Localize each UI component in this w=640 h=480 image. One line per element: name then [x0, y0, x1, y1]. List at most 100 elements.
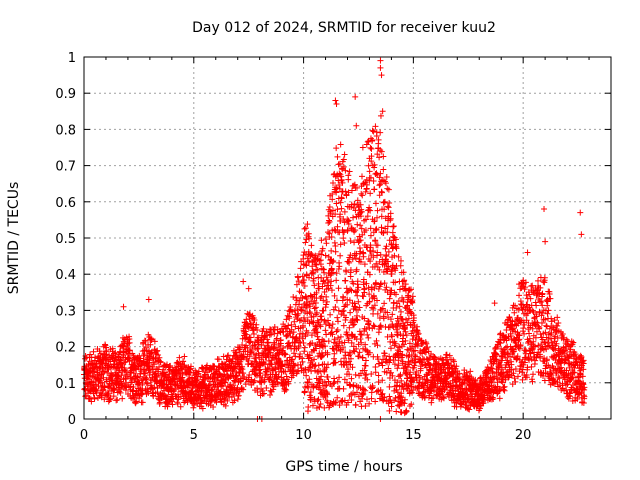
data-point	[555, 374, 562, 381]
data-point	[266, 331, 273, 338]
data-point	[210, 404, 217, 411]
data-point	[548, 329, 555, 336]
data-point	[397, 371, 404, 378]
data-point	[197, 373, 204, 380]
data-point	[337, 211, 344, 218]
data-point	[290, 329, 297, 336]
data-point	[166, 371, 173, 378]
data-point	[331, 226, 338, 233]
data-point	[376, 323, 383, 330]
data-point	[211, 375, 218, 382]
data-point	[522, 279, 529, 286]
data-point	[259, 391, 266, 398]
data-point	[270, 386, 277, 393]
data-point	[131, 394, 138, 401]
data-point	[310, 346, 317, 353]
data-point	[357, 201, 364, 208]
data-point	[351, 201, 358, 208]
data-point	[342, 314, 349, 321]
data-point	[332, 243, 339, 250]
data-point	[416, 374, 423, 381]
data-point	[380, 229, 387, 236]
data-point	[181, 353, 188, 360]
data-point	[342, 188, 349, 195]
data-point	[399, 351, 406, 358]
data-point	[527, 295, 534, 302]
data-point	[318, 373, 325, 380]
data-point	[409, 389, 416, 396]
data-point	[285, 380, 292, 387]
data-point	[366, 400, 373, 407]
data-point	[142, 338, 149, 345]
data-point	[263, 368, 270, 375]
data-point	[368, 145, 375, 152]
data-point	[491, 300, 498, 307]
data-point	[511, 348, 518, 355]
data-point	[343, 268, 350, 275]
data-point	[336, 374, 343, 381]
data-point	[489, 394, 496, 401]
data-point	[575, 378, 582, 385]
data-point	[301, 344, 308, 351]
data-point	[555, 320, 562, 327]
data-point	[370, 305, 377, 312]
data-point	[337, 241, 344, 248]
data-point	[104, 383, 111, 390]
y-tick-label: 0.2	[55, 341, 76, 356]
data-point	[284, 343, 291, 350]
data-point	[535, 277, 542, 284]
data-point	[360, 253, 367, 260]
data-point	[154, 347, 161, 354]
data-point	[233, 349, 240, 356]
data-point	[304, 221, 311, 228]
data-point	[204, 362, 211, 369]
data-point	[396, 344, 403, 351]
data-point	[371, 164, 378, 171]
data-point	[111, 350, 118, 357]
data-point	[318, 293, 325, 300]
data-point	[542, 329, 549, 336]
data-point	[125, 355, 132, 362]
data-point	[529, 307, 536, 314]
data-point	[400, 386, 407, 393]
data-point	[225, 352, 232, 359]
data-point	[267, 387, 274, 394]
data-point	[402, 316, 409, 323]
data-point	[310, 270, 317, 277]
data-point	[401, 325, 408, 332]
data-point	[302, 318, 309, 325]
data-point	[512, 365, 519, 372]
data-point	[263, 384, 270, 391]
data-point	[343, 289, 350, 296]
data-point	[240, 353, 247, 360]
data-point	[254, 389, 261, 396]
data-point	[339, 179, 346, 186]
data-point	[387, 369, 394, 376]
data-point	[394, 332, 401, 339]
data-point	[231, 397, 238, 404]
data-point	[240, 370, 247, 377]
data-point	[137, 355, 144, 362]
data-point	[121, 359, 128, 366]
data-point	[268, 361, 275, 368]
data-point	[331, 375, 338, 382]
data-point	[342, 167, 349, 174]
data-point	[502, 334, 509, 341]
data-point	[302, 261, 309, 268]
y-axis-label: SRMTID / TECUs	[6, 182, 22, 295]
data-point	[383, 356, 390, 363]
data-point	[367, 174, 374, 181]
data-point	[373, 226, 380, 233]
data-point	[577, 209, 584, 216]
data-point	[267, 391, 274, 398]
data-point	[314, 397, 321, 404]
data-point	[184, 399, 191, 406]
data-point	[543, 356, 550, 363]
data-point	[430, 395, 437, 402]
data-point	[133, 366, 140, 373]
data-point	[370, 292, 377, 299]
data-point	[567, 393, 574, 400]
data-point	[514, 353, 521, 360]
data-point	[233, 373, 240, 380]
data-point	[144, 380, 151, 387]
